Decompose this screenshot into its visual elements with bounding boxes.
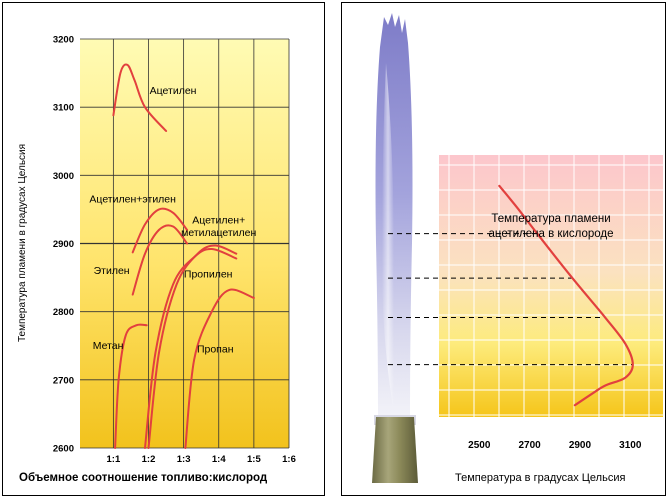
- x-tick-label: 1:2: [142, 454, 156, 465]
- x-tick-label: 2900: [569, 440, 592, 451]
- x-tick-label: 1:6: [282, 454, 296, 465]
- series-label: Ацетилен+: [192, 215, 245, 227]
- flame-temperature-chart: Температура пламени ацетилена в кислороде…: [372, 13, 663, 484]
- x-tick-label: 2500: [468, 440, 491, 451]
- series-line: [498, 184, 634, 407]
- x-axis-label: Объемное соотношение топливо:кислород: [19, 472, 268, 484]
- flame-temperature-panel: Температура пламени ацетилена в кислороде…: [341, 2, 666, 496]
- y-tick-label: 3100: [53, 103, 74, 114]
- guide-lines: [388, 233, 633, 366]
- x-tick-label: 1:1: [107, 454, 121, 465]
- x-tick-label: 1:5: [247, 454, 261, 465]
- chart-title-line: Температура пламени: [491, 213, 610, 225]
- fuel-ratio-panel: 2600 2700 2800 2900 3000 3100 3200 1:1 1:2 1:3 1:…: [2, 2, 325, 496]
- x-tick-label: 1:3: [177, 454, 191, 465]
- series-label: метилацетилен: [181, 227, 256, 239]
- series-label: Пропан: [197, 344, 234, 356]
- series-label: Этилен: [94, 265, 130, 277]
- y-tick-label: 2600: [53, 444, 74, 455]
- x-axis-label: Температура в градусах Цельсия: [455, 472, 625, 484]
- torch-nozzle: [372, 417, 418, 483]
- grid: [439, 155, 663, 417]
- x-tick-label: 3100: [619, 440, 642, 451]
- y-tick-label: 3000: [53, 171, 74, 182]
- y-tick-labels: 2600 2700 2800 2900 3000 3100 3200: [53, 35, 74, 455]
- series-label: Ацетилен+этилен: [89, 194, 176, 206]
- series-line: [144, 247, 238, 449]
- y-tick-label: 2700: [53, 375, 74, 386]
- y-tick-label: 2900: [53, 239, 74, 250]
- temperature-curve: [498, 184, 634, 407]
- series-labels: Ацетилен Ацетилен+этилен Ацетилен+метилаце…: [89, 85, 256, 355]
- y-axis-label: Температура пламени в градусах Цельсия: [17, 144, 28, 342]
- series-line: [147, 244, 238, 449]
- grid: [80, 38, 290, 449]
- series-label: Ацетилен: [150, 85, 197, 97]
- x-tick-labels: 2500 2700 2900 3100: [468, 440, 642, 451]
- chart-title-line: ацетилена в кислороде: [489, 228, 614, 240]
- x-tick-label: 1:4: [212, 454, 226, 465]
- y-tick-label: 3200: [53, 35, 74, 46]
- series-line: [112, 63, 168, 132]
- series-line: [184, 288, 255, 449]
- plot-area: [439, 155, 663, 417]
- series-label: Пропилен: [184, 269, 233, 281]
- series-line: [131, 224, 189, 296]
- series-label: Метан: [93, 340, 124, 352]
- series-line: [131, 207, 189, 254]
- x-tick-labels: 1:1 1:2 1:3 1:4 1:5 1:6: [107, 454, 296, 465]
- y-tick-label: 2800: [53, 307, 74, 318]
- series-line: [114, 323, 148, 449]
- series-lines: [112, 63, 255, 449]
- x-tick-label: 2700: [518, 440, 541, 451]
- chart-title: Температура пламени ацетилена в кислороде: [489, 213, 614, 240]
- flame-core: [382, 63, 394, 413]
